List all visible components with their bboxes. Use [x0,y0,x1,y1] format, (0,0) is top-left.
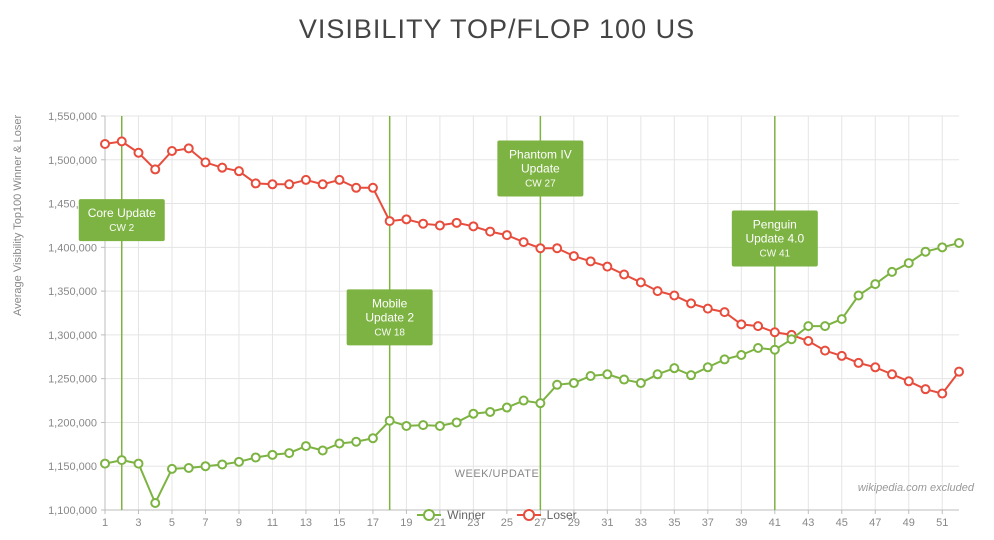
x-axis-label: WEEK/UPDATE [0,468,994,480]
legend: Winner Loser [0,505,994,522]
svg-text:Update 2: Update 2 [365,310,414,324]
legend-swatch-loser [517,514,541,516]
svg-text:1,250,000: 1,250,000 [48,374,97,386]
legend-label-winner: Winner [447,508,485,522]
svg-text:Update 4.0: Update 4.0 [745,232,804,246]
svg-text:CW 41: CW 41 [760,249,791,260]
legend-item-loser: Loser [517,508,577,522]
svg-text:Core Update: Core Update [88,206,156,220]
legend-swatch-winner [417,514,441,516]
footnote: wikipedia.com excluded [858,482,974,494]
svg-text:CW 27: CW 27 [525,179,556,190]
y-axis-label: Average Visibility Top100 Winner & Loser [12,115,24,316]
chart-title: VISIBILITY TOP/FLOP 100 US [0,14,994,45]
svg-text:1,500,000: 1,500,000 [48,155,97,167]
svg-text:CW 18: CW 18 [374,327,405,338]
svg-text:Phantom IV: Phantom IV [509,148,572,162]
svg-text:CW 2: CW 2 [109,223,134,234]
svg-text:1,200,000: 1,200,000 [48,417,97,429]
chart-area: Average Visibility Top100 Winner & Loser… [0,56,994,476]
svg-text:Penguin: Penguin [753,218,797,232]
svg-text:Update: Update [521,162,560,176]
svg-text:1,550,000: 1,550,000 [48,111,97,123]
svg-text:1,350,000: 1,350,000 [48,286,97,298]
svg-text:1,300,000: 1,300,000 [48,330,97,342]
legend-label-loser: Loser [547,508,577,522]
legend-item-winner: Winner [417,508,485,522]
svg-text:Mobile: Mobile [372,296,408,310]
svg-text:1,400,000: 1,400,000 [48,242,97,254]
